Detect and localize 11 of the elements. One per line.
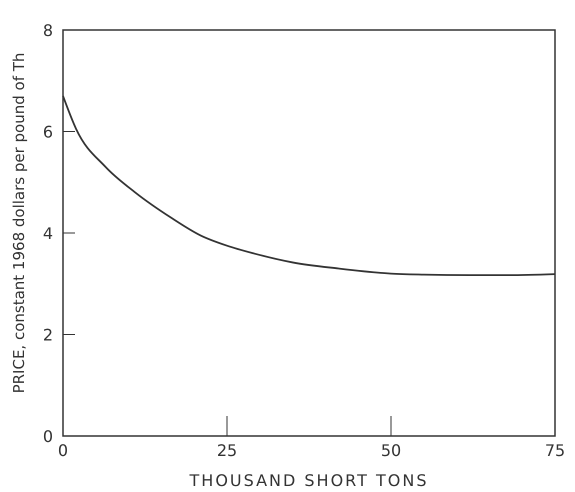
y-tick-label: 4 bbox=[42, 224, 53, 243]
x-axis-title: THOUSAND SHORT TONS bbox=[188, 471, 428, 490]
y-tick-label: 8 bbox=[42, 21, 53, 40]
y-axis-title: PRICE, constant 1968 dollars per pound of Th bbox=[10, 52, 28, 394]
x-tick-label: 75 bbox=[544, 441, 566, 460]
y-tick-label: 0 bbox=[42, 427, 53, 446]
x-tick-label: 25 bbox=[216, 441, 238, 460]
x-tick-label: 0 bbox=[58, 441, 68, 460]
x-tick-label: 50 bbox=[380, 441, 402, 460]
y-tick-label: 6 bbox=[42, 122, 53, 142]
y-tick-label: 2 bbox=[42, 326, 53, 344]
